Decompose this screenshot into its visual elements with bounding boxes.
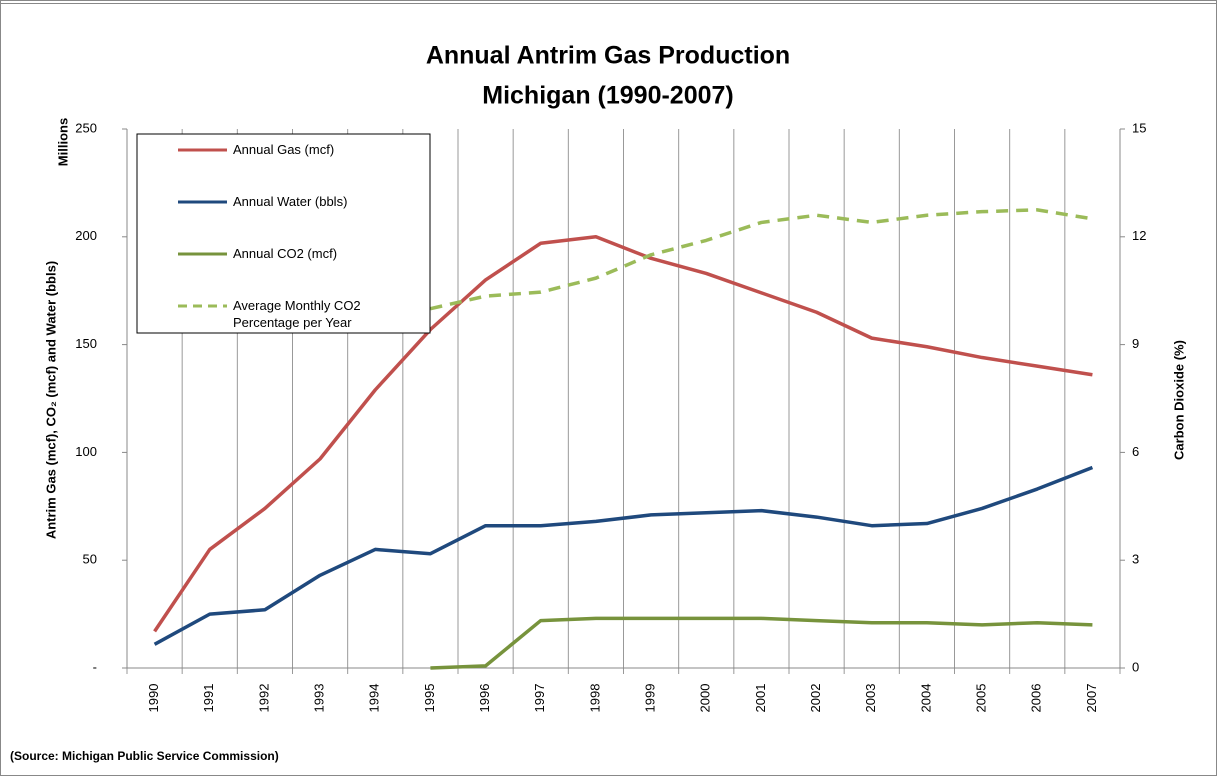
- y-unit-label: Millions: [55, 118, 70, 166]
- y-tick-label: 150: [75, 336, 97, 351]
- y2-tick-label: 15: [1132, 120, 1146, 135]
- y2-tick-label: 3: [1132, 552, 1139, 567]
- x-tick-label: 2002: [808, 684, 823, 713]
- x-tick-label: 1999: [643, 684, 658, 713]
- y-tick-label: 250: [75, 120, 97, 135]
- x-tick-label: 2003: [863, 684, 878, 713]
- x-tick-label: 1995: [422, 684, 437, 713]
- x-tick-label: 1998: [587, 684, 602, 713]
- y2-tick-label: 0: [1132, 659, 1139, 674]
- legend-label: Annual Gas (mcf): [233, 142, 335, 157]
- series-line: [430, 208, 1093, 311]
- y-tick-label: 200: [75, 228, 97, 243]
- x-tick-label: 1997: [532, 684, 547, 713]
- legend: [136, 133, 431, 334]
- y2-axis-title: Carbon Dioxide (%): [1171, 340, 1186, 460]
- x-tick-label: 1993: [312, 684, 327, 713]
- legend-label: Annual Water (bbls): [233, 194, 348, 209]
- source-note: (Source: Michigan Public Service Commiss…: [10, 749, 279, 763]
- legend-label-box: Annual CO2 (mcf): [233, 246, 338, 261]
- x-tick-label: 2005: [974, 684, 989, 713]
- x-tick-label: 2001: [753, 684, 768, 713]
- x-tick-label: 2006: [1029, 684, 1044, 713]
- x-tick-label: 1992: [256, 684, 271, 713]
- legend-label: Average Monthly CO2 Percentage per Year: [233, 298, 361, 330]
- series-line: [153, 465, 1094, 646]
- legend-label: Annual CO2 (mcf): [233, 246, 338, 261]
- y2-tick-label: 9: [1132, 336, 1139, 351]
- y2-tick-label: 6: [1132, 444, 1139, 459]
- x-tick-label: 2004: [918, 684, 933, 713]
- x-tick-label: 2000: [698, 684, 713, 713]
- y-tick-label: 100: [75, 444, 97, 459]
- y-tick-label: 50: [83, 552, 97, 567]
- chart-title: Annual Antrim Gas Production: [426, 42, 790, 70]
- y-axis-title: Antrim Gas (mcf), CO₂ (mcf) and Water (b…: [43, 261, 58, 539]
- legend-label-box: Annual Water (bbls): [233, 194, 348, 209]
- x-tick-label: 1990: [146, 684, 161, 713]
- chart-subtitle: Michigan (1990-2007): [482, 82, 734, 110]
- series-line: [153, 235, 1093, 633]
- x-tick-label: 1991: [201, 684, 216, 713]
- y-tick-label: -: [93, 659, 97, 674]
- x-tick-label: 1994: [367, 684, 382, 713]
- legend-label-box: Average Monthly CO2 Percentage per Year: [233, 298, 361, 330]
- series-line: [430, 616, 1093, 670]
- x-tick-label: 2007: [1084, 684, 1099, 713]
- y2-tick-label: 12: [1132, 228, 1146, 243]
- legend-label-box: Annual Gas (mcf): [233, 142, 335, 157]
- x-tick-label: 1996: [477, 684, 492, 713]
